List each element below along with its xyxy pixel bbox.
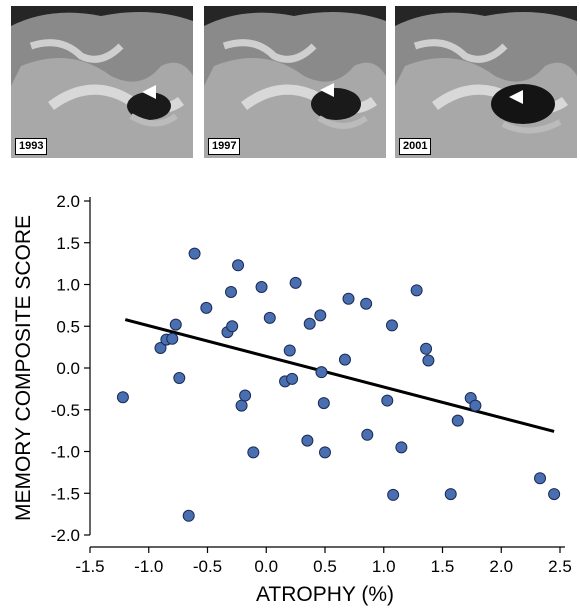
x-tick-label: 1.5 — [431, 557, 455, 576]
data-point — [360, 297, 373, 310]
data-point — [422, 354, 435, 367]
x-tick-label: 1.0 — [372, 557, 396, 576]
data-point — [301, 434, 314, 447]
mri-panel-1997: 1997 — [204, 6, 386, 158]
data-point — [255, 281, 268, 294]
year-label: 1993 — [15, 138, 48, 155]
x-tick-label: 2.5 — [548, 557, 572, 576]
data-point — [385, 319, 398, 332]
white-triangle-marker-icon — [320, 83, 334, 97]
y-tick-label: 1.5 — [56, 234, 80, 253]
y-tick-label: -1.5 — [51, 484, 80, 503]
data-point — [247, 446, 260, 459]
data-point — [534, 472, 547, 485]
x-tick-label: 0.5 — [313, 557, 337, 576]
data-point — [342, 292, 355, 305]
y-tick-label: -2.0 — [51, 526, 80, 545]
data-point — [303, 317, 316, 330]
x-tick-label: -1.0 — [134, 557, 163, 576]
data-point — [116, 391, 129, 404]
year-label: 2001 — [399, 138, 432, 155]
y-tick-label: -1.0 — [51, 443, 80, 462]
x-axis-label: ATROPHY (%) — [256, 583, 394, 606]
x-tick-label: -0.5 — [193, 557, 222, 576]
data-point — [387, 488, 400, 501]
y-tick-label: -0.5 — [51, 401, 80, 420]
data-point — [548, 488, 561, 501]
data-point — [451, 414, 464, 427]
data-point — [289, 276, 302, 289]
data-point — [283, 344, 296, 357]
data-point — [169, 318, 182, 331]
y-axis-label: MEMORY COMPOSITE SCORE — [12, 215, 35, 521]
data-point — [239, 389, 252, 402]
scatter-chart: 2.0 1.5 1.0 0.5 0.0 -0.5 -1.0 -1.5 -2.0 -1.5 -1.0 -… — [12, 192, 572, 606]
data-point — [225, 286, 237, 299]
y-tick-label: 1.0 — [56, 276, 80, 295]
data-point — [226, 320, 239, 333]
data-point — [469, 399, 482, 412]
brain-scan-image — [11, 6, 193, 158]
y-tick-label: 2.0 — [56, 192, 80, 211]
mri-panel-1993: 1993 — [11, 6, 193, 158]
y-tick-label: 0.5 — [56, 317, 80, 336]
x-tick-label: -1.5 — [75, 557, 104, 576]
x-tick-label: 2.0 — [489, 557, 513, 576]
data-point — [381, 394, 394, 407]
data-point — [444, 488, 457, 501]
data-point — [166, 332, 179, 345]
data-point — [188, 247, 201, 260]
data-point — [286, 372, 299, 385]
data-point — [338, 353, 351, 366]
data-point — [420, 342, 433, 355]
data-point — [361, 428, 374, 441]
data-point — [232, 259, 245, 272]
y-tick-label: 0.0 — [56, 359, 80, 378]
data-point — [173, 372, 186, 385]
data-point — [410, 284, 423, 297]
data-point — [395, 441, 408, 454]
data-point — [182, 509, 195, 522]
data-point — [154, 341, 167, 354]
data-point — [319, 446, 331, 459]
data-point — [263, 311, 276, 324]
data-point — [315, 366, 328, 379]
regression-line — [124, 318, 555, 433]
x-tick-label: 0.0 — [254, 557, 278, 576]
white-triangle-marker-icon — [509, 90, 523, 104]
data-point — [200, 301, 213, 314]
brain-scan-image — [204, 6, 386, 158]
data-point — [314, 309, 327, 322]
data-point — [317, 397, 330, 410]
year-label: 1997 — [208, 138, 241, 155]
brain-scan-image — [395, 6, 577, 158]
white-triangle-marker-icon — [142, 85, 156, 99]
data-point — [235, 399, 248, 412]
mri-panel-2001: 2001 — [395, 6, 577, 158]
